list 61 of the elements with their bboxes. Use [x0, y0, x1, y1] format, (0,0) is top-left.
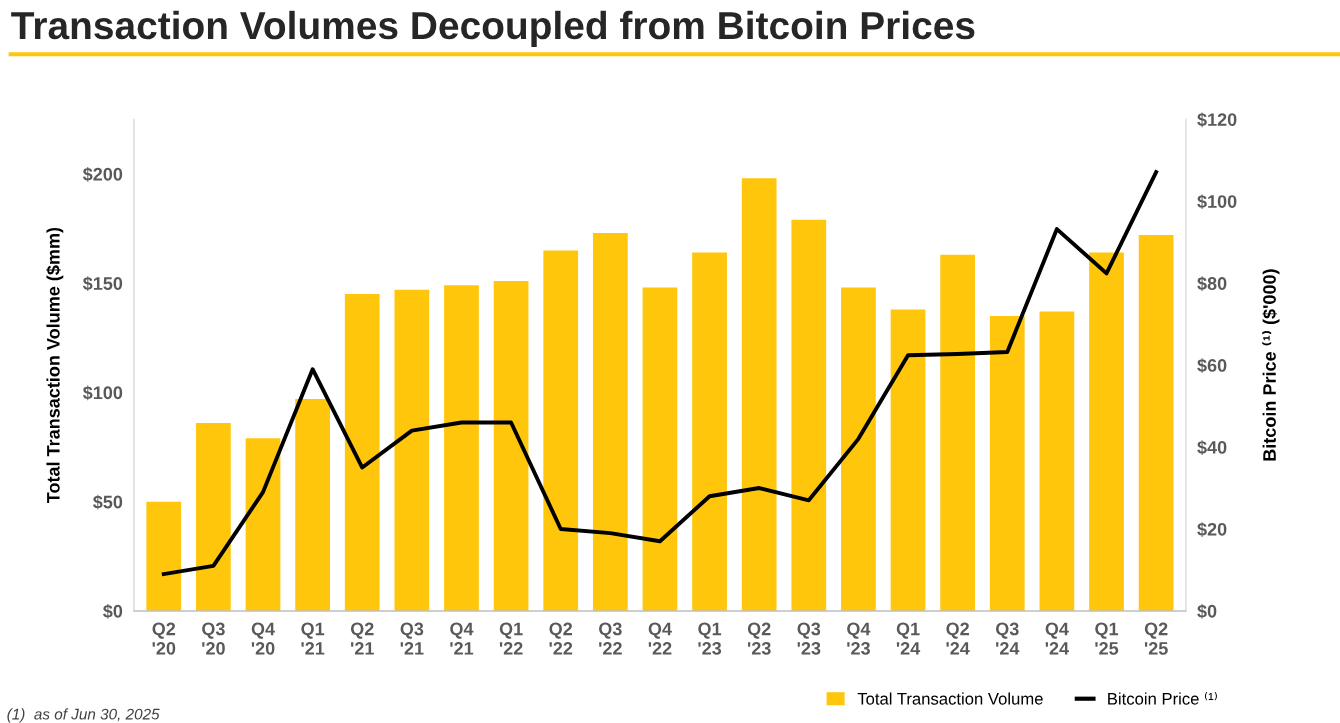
- chart-title: Transaction Volumes Decoupled from Bitcoin Prices: [11, 10, 975, 48]
- x-tick-label: Q1 '25: [1095, 622, 1119, 655]
- bar: [543, 250, 579, 611]
- text: (1) as of Jun 30, 2025: [7, 708, 160, 723]
- bar: [642, 287, 678, 611]
- y2-tick-label: $40: [1197, 440, 1227, 455]
- x-tick-label: Q2 '24: [946, 622, 970, 655]
- y2-tick-label: $80: [1197, 276, 1227, 292]
- bar: [841, 287, 876, 611]
- x-tick-label: Q1 '24: [896, 622, 921, 655]
- y2-tick-label: $60: [1197, 358, 1227, 373]
- x-tick-label: Q2 '22: [549, 622, 573, 655]
- x-tick-label: Q3 '21: [400, 622, 424, 655]
- y2-tick-label: $100: [1197, 194, 1237, 210]
- x-tick-label: Q2 '23: [747, 622, 771, 655]
- x-tick-label: Q3 '24: [995, 622, 1020, 655]
- bar: [394, 289, 430, 611]
- x-tick-label: Q4 '20: [251, 622, 275, 655]
- bar: [493, 280, 529, 611]
- y-tick-label: $150: [82, 276, 123, 292]
- bar: [1089, 252, 1124, 611]
- bar: [890, 309, 926, 611]
- y2-tick-label: $20: [1197, 522, 1227, 537]
- x-tick-label: Q4 '23: [847, 622, 871, 655]
- bar: [444, 285, 479, 611]
- x-tick-label: Q1 '21: [301, 622, 325, 655]
- y-axis-title: Total Transaction Volume ($mm): [46, 227, 64, 504]
- y2-tick-label: $0: [1197, 604, 1217, 619]
- bar: [692, 252, 727, 611]
- bar: [940, 254, 976, 611]
- y-tick-label: $50: [93, 494, 123, 510]
- x-tick-label: Q1 '23: [698, 622, 722, 655]
- bar: [741, 178, 777, 611]
- bar: [1138, 235, 1174, 611]
- x-tick-label: Q4 '22: [648, 622, 672, 655]
- bar: [295, 398, 330, 611]
- line-series: [161, 170, 1159, 577]
- x-tick-label: Q4 '21: [450, 622, 474, 655]
- x-tick-label: Q3 '23: [797, 622, 821, 655]
- y-tick-label: $200: [82, 167, 123, 182]
- y2-axis-title: Bitcoin Price ⁽¹⁾ ($'000): [1262, 269, 1280, 461]
- bar: [989, 315, 1025, 611]
- legend-label: Bitcoin Price ⁽¹⁾: [1108, 692, 1217, 705]
- bar: [196, 423, 231, 611]
- x-tick-label: Q3 '20: [202, 622, 225, 655]
- y-tick-label: $0: [103, 604, 123, 619]
- legend-label: Total Transaction Volume: [857, 692, 1043, 705]
- bar: [1039, 311, 1075, 611]
- bar: [245, 438, 281, 611]
- x-tick-label: Q1 '22: [499, 622, 523, 655]
- bar: [344, 294, 380, 611]
- y-tick-label: $100: [82, 385, 123, 401]
- bar: [146, 501, 182, 611]
- x-tick-label: Q2 '21: [350, 622, 374, 655]
- x-tick-label: Q2 '20: [152, 622, 176, 655]
- y2-tick-label: $120: [1197, 112, 1237, 128]
- x-tick-label: Q3 '22: [599, 622, 622, 655]
- x-tick-label: Q4 '24: [1045, 622, 1069, 655]
- bar: [592, 232, 628, 611]
- x-tick-label: Q2 '25: [1144, 622, 1168, 655]
- bar: [791, 219, 827, 611]
